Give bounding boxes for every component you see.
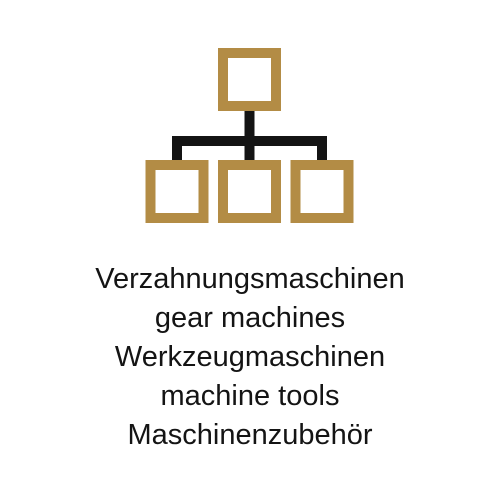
label-line: Werkzeugmaschinen bbox=[95, 338, 405, 377]
label-line: Maschinenzubehör bbox=[95, 416, 405, 455]
hierarchy-icon bbox=[143, 45, 356, 230]
label-line: machine tools bbox=[95, 377, 405, 416]
category-labels: Verzahnungsmaschinen gear machines Werkz… bbox=[95, 260, 405, 456]
label-line: Verzahnungsmaschinen bbox=[95, 260, 405, 299]
category-card: Verzahnungsmaschinen gear machines Werkz… bbox=[95, 45, 405, 456]
label-line: gear machines bbox=[95, 299, 405, 338]
